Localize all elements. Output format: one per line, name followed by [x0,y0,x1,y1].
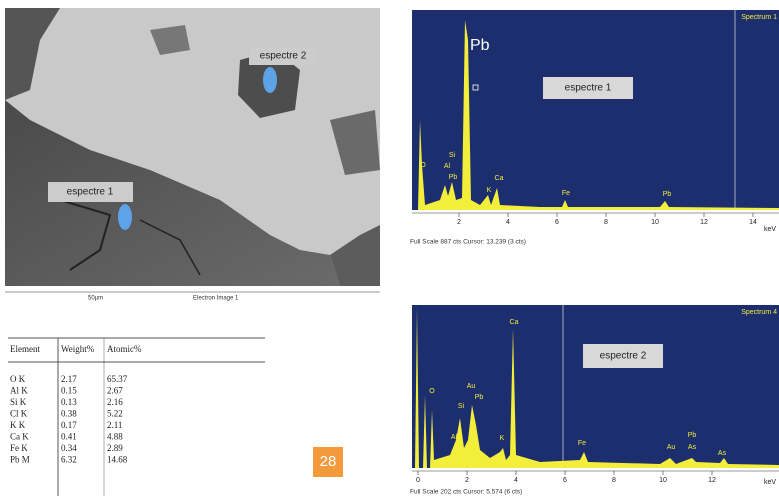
x-tick-label: 4 [514,477,518,484]
x-tick-label: 12 [708,477,716,484]
x-tick-label: 6 [555,219,559,226]
table-cell: 4.88 [107,432,123,442]
table-cell: Fe K [10,443,28,453]
spot-label: espectre 1 [67,187,114,198]
peak-label: Pb [475,394,484,401]
table-cell: K K [10,420,26,430]
peak-label: K [487,187,492,194]
sem-image: espectre 2 espectre 1 50µm Electron Imag… [5,8,380,302]
x-tick-label: 6 [563,477,567,484]
peak-label: Pb [688,432,697,439]
axis-unit: keV [764,226,776,233]
table-cell: 65.37 [107,374,128,384]
spectrum-footer: Full Scale 887 cts Cursor: 13.239 (3 cts… [410,239,526,246]
x-tick-label: 8 [612,477,616,484]
spectrum-label: espectre 1 [565,83,612,94]
peak-label: O [429,388,435,395]
spectrum-title: Spectrum 4 [741,309,777,316]
table-cell: Pb M [10,455,30,465]
table-cell: Al K [10,386,28,396]
table-cell: 6.32 [61,455,77,465]
peak-label: O [420,162,426,169]
table-cell: Ca K [10,432,29,442]
peak-label: Fe [578,440,586,447]
table-header: Weight% [61,344,95,354]
spectrum-footer: Full Scale 202 cts Cursor: 5.574 (6 cts) [410,489,522,496]
peak-label: Si [458,403,465,410]
table-cell: Si K [10,397,27,407]
table-cell: 2.11 [107,420,122,430]
peak-label: Pb [663,191,672,198]
table-cell: 2.17 [61,374,77,384]
peak-label: Au [667,444,676,451]
table [8,338,265,496]
peak-label: Ca [495,175,504,182]
table-cell: 2.89 [107,443,123,453]
image-caption: Electron Image 1 [193,296,239,302]
x-tick-label: 14 [749,219,757,226]
table-cell: 5.22 [107,409,123,419]
peak-label: K [500,435,505,442]
spectrum-1 [412,10,779,210]
peak-label: As [688,444,697,451]
table-cell: 0.41 [61,432,77,442]
table-header: Element [10,344,40,354]
x-tick-label: 8 [604,219,608,226]
table-cell: 0.13 [61,397,77,407]
peak-label: Ca [510,319,519,326]
peak-label: Au [467,383,476,390]
peak-label: As [718,450,727,457]
element-label: Pb [470,37,490,54]
table-cell: 0.15 [61,386,77,396]
axis-unit: keV [764,479,776,486]
spectrum-label: espectre 2 [600,351,647,362]
x-tick-label: 2 [457,219,461,226]
x-tick-label: 2 [465,477,469,484]
table-cell: 2.67 [107,386,123,396]
spot-label: espectre 2 [260,51,307,62]
table-cell: 0.34 [61,443,77,453]
peak-label: Si [449,152,456,159]
table-cell: O K [10,374,26,384]
page-number: 28 [320,453,337,470]
x-tick-label: 0 [416,477,420,484]
scale-caption: 50µm [88,296,103,302]
table-header: Atomic% [107,344,142,354]
table-cell: 14.68 [107,455,128,465]
x-tick-label: 10 [651,219,659,226]
table-cell: 0.17 [61,420,77,430]
page: espectre 2 espectre 1 50µm Electron Imag… [0,0,779,496]
spectrum-title: Spectrum 1 [741,14,777,21]
table-cell: 2.16 [107,397,123,407]
x-tick-label: 12 [700,219,708,226]
x-tick-label: 10 [659,477,667,484]
peak-label: Al [451,434,458,441]
peak-label: Al [444,163,451,170]
peak-label: Fe [562,190,570,197]
table-cell: 0.38 [61,409,77,419]
peak-label: Pb [449,174,458,181]
x-tick-label: 4 [506,219,510,226]
table-cell: Cl K [10,409,28,419]
